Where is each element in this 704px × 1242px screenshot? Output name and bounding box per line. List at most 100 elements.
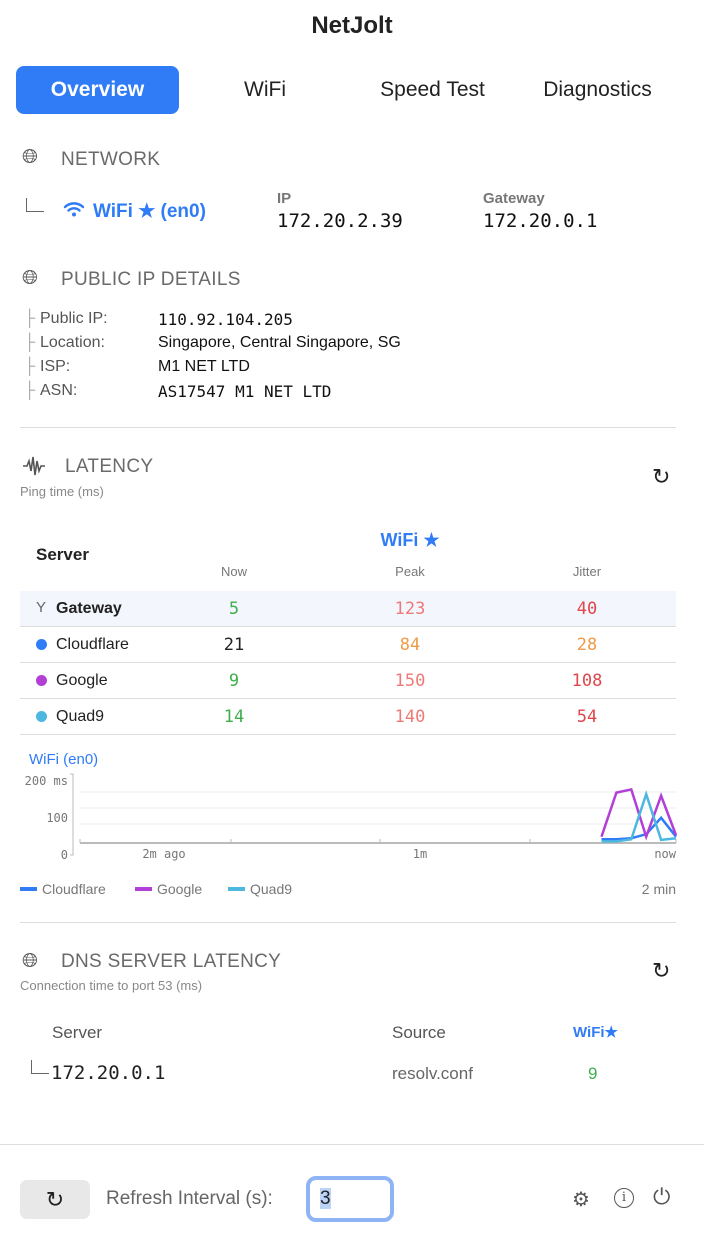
server-header: Server <box>36 545 89 564</box>
footer-divider <box>0 1144 704 1145</box>
server-color-dot <box>36 639 47 650</box>
server-color-dot <box>36 711 47 722</box>
dns-server-header: Server <box>52 1023 103 1042</box>
legend-swatch <box>135 887 152 891</box>
tab-overview[interactable]: Overview <box>16 66 179 114</box>
tree-connector: ├ <box>24 334 36 351</box>
divider <box>20 922 676 923</box>
server-name: Quad9 <box>56 708 105 725</box>
public-ip-value: Singapore, Central Singapore, SG <box>158 334 401 351</box>
latency-peak: 123 <box>394 599 426 619</box>
globe-location-icon: 🌐︎ <box>22 267 38 289</box>
dns-iface-header: WiFi★ <box>573 1024 618 1041</box>
x-tick-label: 2m ago <box>142 847 185 861</box>
waveform-icon <box>22 456 48 481</box>
dns-value: 9 <box>588 1064 598 1083</box>
dns-source: resolv.conf <box>392 1064 473 1083</box>
ip-value: 172.20.2.39 <box>277 210 403 232</box>
dns-server: 172.20.0.1 <box>51 1062 166 1084</box>
server-color-dot <box>36 675 47 686</box>
latency-peak: 84 <box>399 635 421 655</box>
ip-label: IP <box>277 190 292 207</box>
interface-name[interactable]: WiFi ★ (en0) <box>93 201 206 222</box>
public-ip-label: ISP: <box>40 358 71 375</box>
latency-now: 5 <box>228 599 240 619</box>
chart-title: WiFi (en0) <box>29 751 99 768</box>
server-name: Google <box>56 672 108 689</box>
iface-header: WiFi ★ <box>380 530 440 550</box>
latency-peak: 150 <box>394 671 426 691</box>
divider <box>20 427 676 428</box>
public-ip-value: AS17547 M1 NET LTD <box>158 382 332 401</box>
legend-label: Google <box>157 881 203 897</box>
latency-jitter: 54 <box>576 707 598 727</box>
latency-subtitle: Ping time (ms) <box>20 484 104 499</box>
x-tick-label: 1m <box>413 847 427 861</box>
tree-connector <box>31 1060 49 1074</box>
dns-heading: DNS SERVER LATENCY <box>61 951 282 972</box>
latency-jitter: 108 <box>571 671 603 691</box>
network-heading: NETWORK <box>61 149 161 170</box>
public-ip-value: M1 NET LTD <box>158 358 250 375</box>
legend-label: Cloudflare <box>42 881 106 897</box>
tab-speed-test[interactable]: Speed Test <box>380 78 485 101</box>
power-icon[interactable]: ⏻ <box>653 1184 671 1209</box>
refresh-interval-label: Refresh Interval (s): <box>106 1188 273 1209</box>
col-peak: Peak <box>395 564 425 579</box>
latency-jitter: 28 <box>576 635 598 655</box>
public-ip-label: Location: <box>40 334 105 351</box>
legend-swatch <box>228 887 245 891</box>
y-tick-label: 200 ms <box>25 774 68 788</box>
latency-row: Quad9 14 140 54 <box>20 699 676 735</box>
latency-jitter: 40 <box>576 599 598 619</box>
latency-row: Cloudflare 21 84 28 <box>20 627 676 663</box>
y-tick-label: 0 <box>61 848 68 862</box>
col-now: Now <box>220 564 247 579</box>
public-ip-heading: PUBLIC IP DETAILS <box>61 269 241 290</box>
latency-row: Google 9 150 108 <box>20 663 676 699</box>
refresh-now-button[interactable]: ↻ <box>20 1180 90 1219</box>
latency-chart: 200 ms 100 0 2m ago 1m now <box>25 773 678 862</box>
legend-label: Quad9 <box>250 881 293 897</box>
wifi-icon <box>63 200 85 223</box>
y-axis <box>70 773 74 856</box>
globe-icon: 🌐︎ <box>22 146 38 168</box>
gateway-value: 172.20.0.1 <box>483 210 598 232</box>
dns-source-header: Source <box>392 1023 446 1042</box>
col-jitter: Jitter <box>572 564 602 579</box>
dns-subtitle: Connection time to port 53 (ms) <box>20 978 203 993</box>
y-tick-label: 100 <box>46 811 68 825</box>
tab-wifi[interactable]: WiFi <box>244 78 286 101</box>
public-ip-value: 110.92.104.205 <box>158 310 293 329</box>
series-line-quad9 <box>601 790 677 843</box>
tree-connector: ├ <box>24 358 36 375</box>
latency-now: 9 <box>228 671 240 691</box>
latency-now: 21 <box>223 635 245 655</box>
latency-row: Y Gateway 5 123 40 <box>20 591 676 627</box>
gear-icon[interactable]: ⚙ <box>572 1189 590 1211</box>
tree-connector: ├ <box>24 310 36 327</box>
refresh-interval-value[interactable]: 3 <box>320 1188 331 1209</box>
refresh-latency-icon[interactable]: ↻ <box>652 464 671 489</box>
public-ip-label: Public IP: <box>40 310 108 327</box>
refresh-interval-input[interactable]: 3 <box>306 1176 394 1222</box>
refresh-dns-icon[interactable]: ↻ <box>652 958 671 983</box>
app-title: NetJolt <box>311 12 393 39</box>
server-name: Gateway <box>56 600 122 617</box>
tab-diagnostics[interactable]: Diagnostics <box>543 78 652 101</box>
series-line-cloudflare <box>601 815 677 841</box>
x-tick-label: now <box>654 847 676 861</box>
chart-window: 2 min <box>641 881 676 897</box>
info-icon[interactable]: i <box>614 1188 634 1208</box>
gateway-icon: Y <box>36 599 47 616</box>
latency-heading: LATENCY <box>65 456 154 477</box>
tree-connector <box>26 198 44 212</box>
public-ip-label: ASN: <box>40 382 78 399</box>
server-name: Cloudflare <box>56 636 129 653</box>
latency-peak: 140 <box>394 707 426 727</box>
gateway-label: Gateway <box>483 190 545 207</box>
globe-icon: 🌐︎ <box>22 950 38 972</box>
tree-connector: ├ <box>24 382 36 399</box>
latency-now: 14 <box>223 707 245 727</box>
legend-swatch <box>20 887 37 891</box>
